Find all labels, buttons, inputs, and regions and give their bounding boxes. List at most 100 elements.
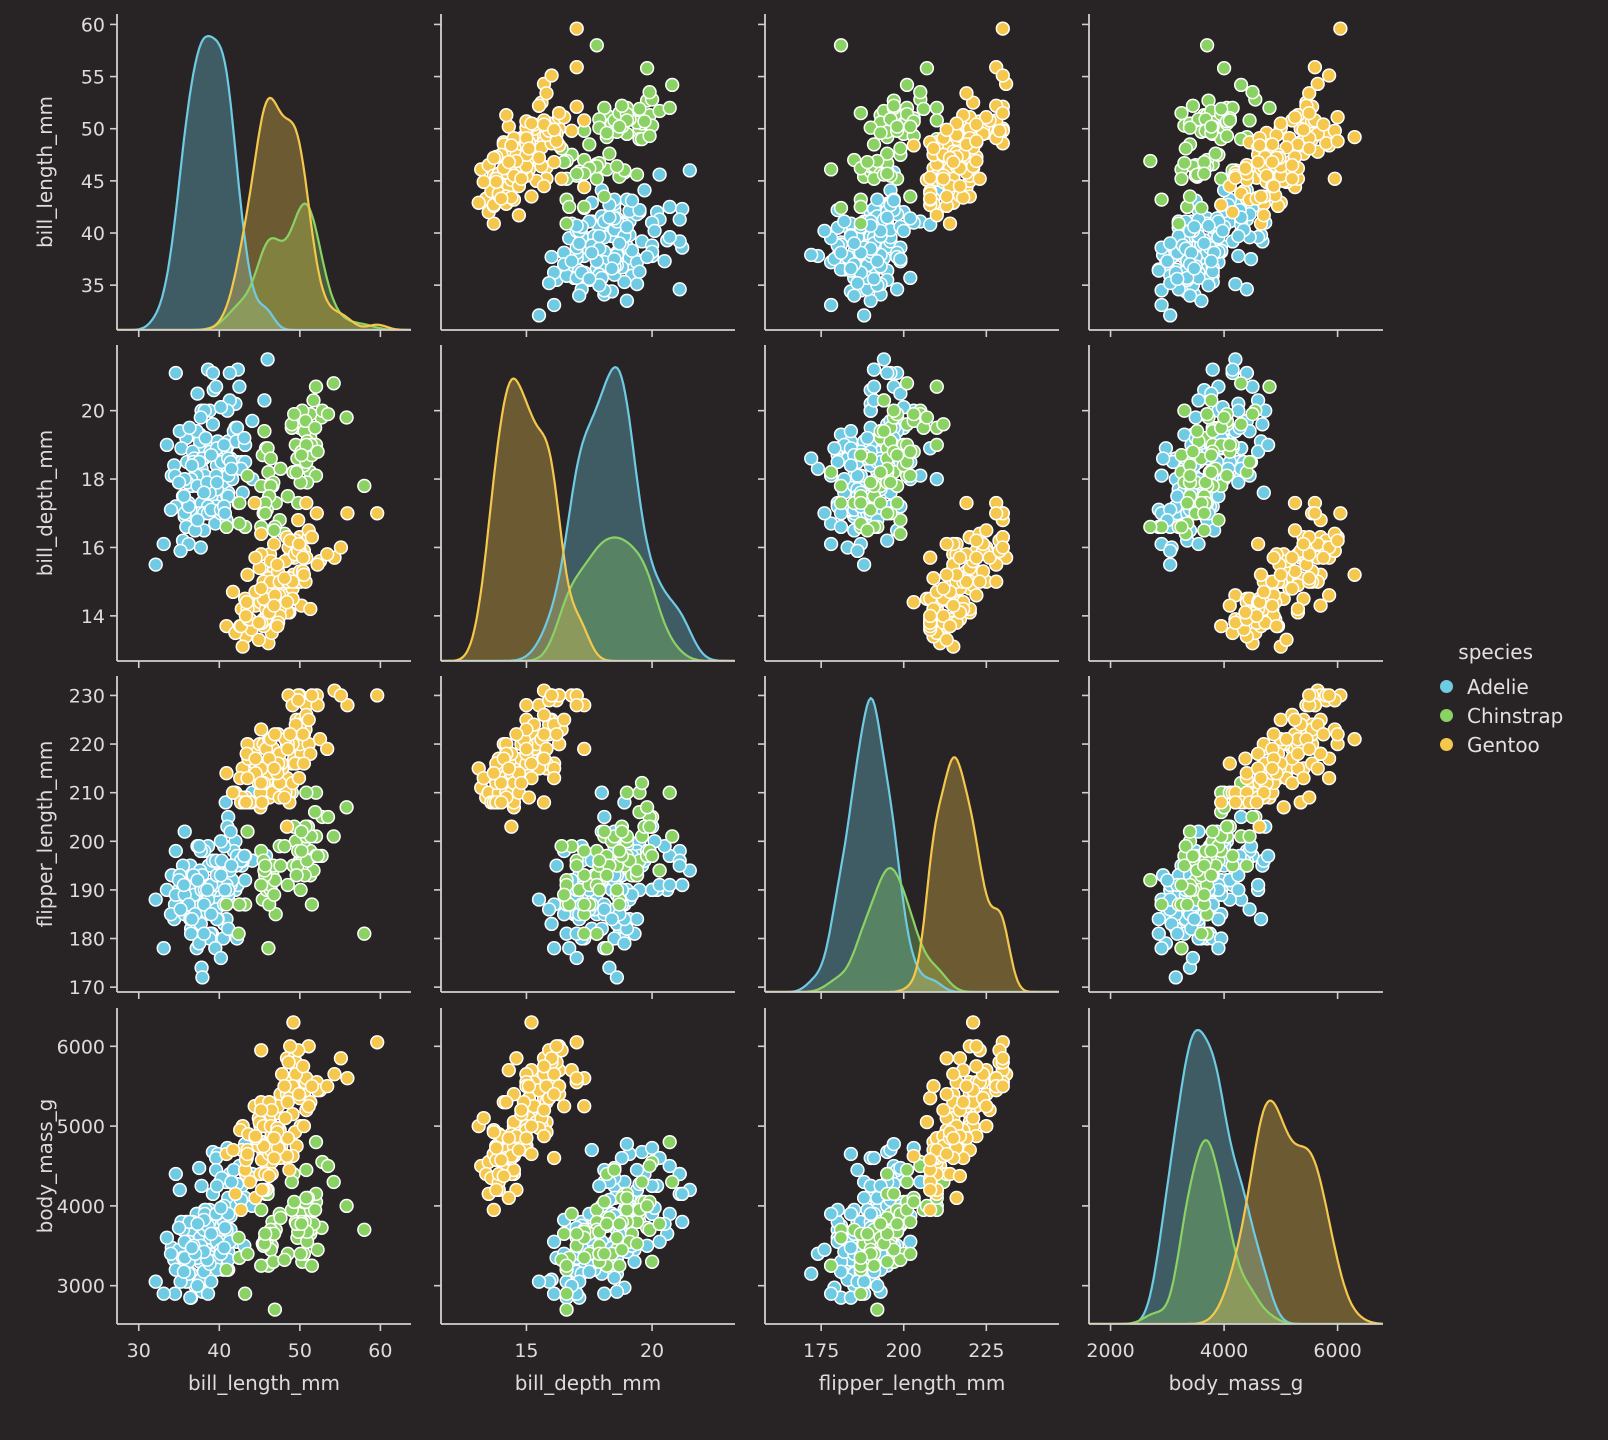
panel-body_mass_g-vs-body_mass_g: 2000 4000 6000 — [1082, 1008, 1383, 1362]
scatter-point — [1143, 153, 1158, 169]
scatter-point — [609, 1284, 625, 1299]
panel-flipper_length_mm-vs-body_mass_g — [1082, 676, 1383, 999]
scatter-point — [624, 243, 640, 258]
scatter-point — [310, 444, 325, 459]
scatter-point — [870, 254, 885, 269]
scatter-point — [266, 887, 282, 902]
scatter-point — [899, 1162, 915, 1178]
kde-line-Chinstrap — [765, 866, 1059, 992]
scatter-point — [597, 902, 612, 917]
scatter-point — [531, 308, 547, 323]
scatter-point — [222, 365, 237, 381]
y-tick-label: 190 — [69, 880, 105, 902]
scatter-point — [499, 1095, 514, 1110]
scatter-point — [294, 843, 309, 859]
scatter-point — [577, 179, 592, 195]
scatter-point — [936, 1102, 951, 1118]
scatter-point — [870, 192, 885, 207]
scatter-point — [531, 98, 547, 113]
scatter-point — [531, 892, 547, 907]
scatter-point — [906, 595, 921, 610]
scatter-point — [1285, 550, 1300, 565]
scatter-point — [1250, 154, 1266, 170]
scatter-point — [582, 271, 597, 287]
scatter-point — [889, 282, 905, 297]
scatter-point — [1214, 101, 1229, 117]
scatter-point — [277, 1252, 292, 1267]
scatter-point — [853, 199, 868, 215]
scatter-point — [266, 598, 282, 613]
scatter-point — [602, 210, 617, 225]
scatter-point — [476, 174, 491, 190]
x-axis-label-flipper_length_mm: flipper_length_mm — [819, 1371, 1006, 1395]
scatter-point — [194, 1178, 209, 1194]
scatter-point — [184, 911, 200, 927]
scatter-point — [639, 249, 655, 265]
scatter-point — [357, 1222, 372, 1237]
legend-title: species — [1458, 640, 1533, 664]
scatter-point — [609, 159, 625, 174]
scatter-point — [301, 1099, 316, 1114]
scatter-point — [248, 1128, 263, 1144]
scatter-point — [1296, 770, 1311, 786]
scatter-point — [273, 461, 288, 476]
scatter-point — [665, 1174, 680, 1190]
scatter-point — [1170, 271, 1185, 287]
scatter-point — [1204, 447, 1219, 463]
scatter-point — [893, 386, 908, 401]
scatter-point — [156, 941, 171, 956]
scatter-point — [632, 202, 647, 218]
scatter-point — [205, 365, 221, 381]
scatter-point — [949, 1190, 964, 1206]
scatter-point — [965, 1015, 981, 1030]
scatter-point — [268, 907, 283, 922]
scatter-point — [612, 843, 627, 859]
scatter-point — [562, 941, 577, 956]
scatter-point — [1310, 761, 1325, 776]
scatter-point — [1253, 911, 1269, 927]
scatter-point — [979, 110, 994, 125]
x-tick-label: 50 — [288, 1340, 312, 1362]
scatter-point — [833, 519, 849, 535]
legend-marker-icon — [1440, 709, 1453, 722]
scatter-point — [196, 485, 212, 500]
scatter-point — [939, 1087, 954, 1102]
scatter-point — [240, 1146, 255, 1162]
scatter-point — [1225, 848, 1240, 864]
scatter-point — [514, 171, 529, 186]
scatter-point — [1211, 941, 1226, 956]
scatter-point — [251, 632, 266, 647]
scatter-point — [569, 21, 584, 36]
scatter-point — [873, 1216, 888, 1232]
scatter-point — [629, 167, 645, 182]
scatter-point — [304, 1258, 320, 1273]
scatter-point — [1330, 533, 1345, 548]
scatter-point — [569, 950, 584, 966]
scatter-point — [876, 393, 892, 408]
panel-bill_length_mm-vs-bill_length_mm: 35 40 45 50 55 60 — [81, 14, 411, 337]
scatter-point — [504, 819, 519, 834]
scatter-point — [1154, 897, 1169, 912]
scatter-point — [1154, 192, 1169, 207]
scatter-point — [549, 1039, 564, 1054]
scatter-point — [639, 61, 655, 76]
scatter-point — [637, 183, 652, 198]
scatter-point — [333, 688, 349, 703]
scatter-point — [903, 468, 918, 483]
scatter-point — [536, 1102, 552, 1118]
scatter-point — [597, 1286, 612, 1301]
scatter-point — [592, 278, 607, 293]
scatter-point — [1321, 688, 1337, 703]
scatter-point — [556, 887, 572, 902]
scatter-point — [1178, 141, 1193, 156]
scatter-point — [569, 60, 584, 75]
scatter-point — [880, 365, 895, 381]
scatter-point — [237, 430, 252, 446]
scatter-point — [969, 1039, 984, 1054]
scatter-point — [856, 308, 872, 323]
scatter-point — [504, 138, 519, 153]
scatter-point — [232, 897, 247, 912]
scatter-point — [1170, 926, 1185, 941]
scatter-point — [291, 693, 306, 708]
scatter-point — [597, 1194, 612, 1210]
